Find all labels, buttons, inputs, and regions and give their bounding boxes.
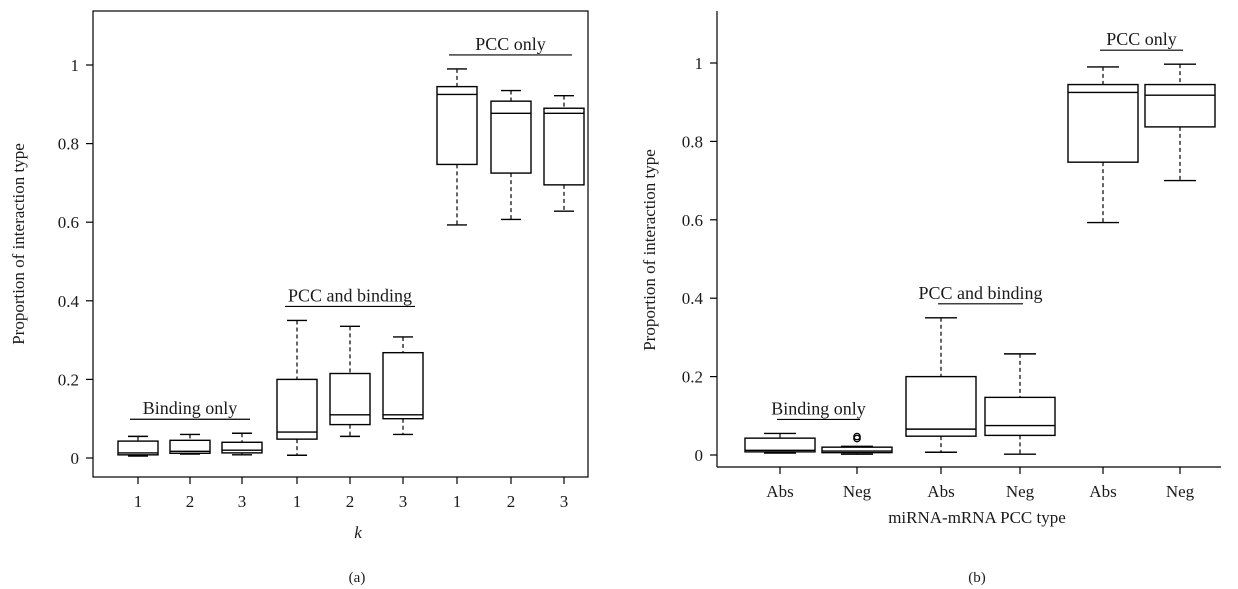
group-label: Binding only <box>143 398 238 418</box>
panel-b-boxes <box>744 63 1216 455</box>
panel-a-group-1: Binding only <box>130 398 250 420</box>
interquartile-box <box>821 446 893 454</box>
panel-b-y-axis: 0 0.2 0.4 0.6 0.8 1 <box>682 54 717 465</box>
panel-b-y-tick-label: 1 <box>695 54 704 73</box>
panel-a-x-tick-label: 2 <box>346 492 355 511</box>
panel-a-box-9 <box>543 94 585 212</box>
panel-b-x-axis: Abs Neg Abs Neg Abs Neg <box>766 467 1195 501</box>
panel-b-y-tick-label: 0.4 <box>682 289 704 308</box>
panel-a-y-axis: 0 0.2 0.4 0.6 0.8 1 <box>58 56 93 468</box>
interquartile-box <box>221 441 263 454</box>
panel-b-box-6 <box>1144 63 1216 182</box>
panel-b-label: (b) <box>968 570 986 586</box>
panel-a-label: (a) <box>349 570 366 586</box>
interquartile-box <box>984 396 1056 437</box>
panel-a-y-tick-label: 0.4 <box>58 292 80 311</box>
panel-b-group-labels: Binding only PCC and binding PCC only <box>771 29 1183 421</box>
group-label: PCC only <box>475 34 546 54</box>
panel-a-x-tick-label: 1 <box>134 492 143 511</box>
panel-b-x-tick-label: Neg <box>1006 482 1035 501</box>
panel-a-box-2 <box>169 433 211 455</box>
interquartile-box <box>490 100 532 174</box>
interquartile-box <box>905 375 977 437</box>
panel-b-axes <box>716 11 1221 468</box>
panel-a-y-tick-label: 0 <box>71 449 80 468</box>
panel-a-x-tick-label: 1 <box>453 492 462 511</box>
panel-a-boxes <box>117 68 585 457</box>
panel-a-y-tick-label: 1 <box>71 56 80 75</box>
panel-b-box-1 <box>744 432 816 454</box>
panel-b-box-2 <box>821 432 893 455</box>
group-label: Binding only <box>771 398 866 418</box>
group-label: PCC and binding <box>288 285 412 305</box>
interquartile-box <box>436 85 478 166</box>
interquartile-box <box>1144 83 1216 128</box>
panel-b-x-tick-label: Abs <box>766 482 793 501</box>
interquartile-box <box>744 437 816 453</box>
interquartile-box <box>543 107 585 186</box>
panel-b-y-tick-label: 0.2 <box>682 368 703 387</box>
panel-b-group-2: PCC and binding <box>918 283 1043 305</box>
panel-b-group-1: Binding only <box>771 398 866 421</box>
panel-b-boxplot: 0 0.2 0.4 0.6 0.8 1 Abs Neg Abs Neg Abs Neg Bindin… <box>640 11 1221 586</box>
panel-b-y-tick-label: 0.8 <box>682 132 703 151</box>
panel-b-x-axis-title: miRNA-mRNA PCC type <box>888 508 1066 527</box>
interquartile-box <box>329 372 371 426</box>
panel-a-box-7 <box>436 68 478 226</box>
panel-a-group-2: PCC and binding <box>285 285 415 308</box>
panel-a-x-tick-label: 3 <box>560 492 569 511</box>
panel-a-x-tick-label: 3 <box>399 492 408 511</box>
interquartile-box <box>276 378 318 440</box>
panel-a-boxplot: 0 0.2 0.4 0.6 0.8 1 1 2 3 1 2 3 1 2 3 Binding only PCC… <box>9 10 589 586</box>
panel-b-x-tick-label: Neg <box>843 482 872 501</box>
interquartile-box <box>1067 83 1139 163</box>
panel-a-x-axis: 1 2 3 1 2 3 1 2 3 <box>134 477 569 511</box>
panel-a-group-3: PCC only <box>449 34 572 56</box>
panel-a-y-tick-label: 0.6 <box>58 213 79 232</box>
interquartile-box <box>382 351 424 420</box>
panel-a-y-tick-label: 0.2 <box>58 370 79 389</box>
panel-a-box-4 <box>276 319 318 456</box>
panel-a-x-tick-label: 2 <box>507 492 516 511</box>
panel-a-x-tick-label: 1 <box>293 492 302 511</box>
panel-a-group-labels: Binding only PCC and binding PCC only <box>130 34 572 420</box>
panel-a-box-6 <box>382 336 424 436</box>
panel-a-x-axis-title: k <box>354 523 362 542</box>
panel-b-x-tick-label: Abs <box>1089 482 1116 501</box>
panel-a-x-tick-label: 2 <box>186 492 195 511</box>
panel-a-box-8 <box>490 89 532 221</box>
panel-b-y-tick-label: 0 <box>695 446 704 465</box>
panel-a-box-3 <box>221 432 263 456</box>
group-label: PCC only <box>1106 29 1177 49</box>
panel-a-box-1 <box>117 435 159 457</box>
panel-b-y-tick-label: 0.6 <box>682 211 703 230</box>
panel-a-x-tick-label: 3 <box>238 492 247 511</box>
group-label: PCC and binding <box>918 283 1042 303</box>
panel-b-box-5 <box>1067 66 1139 224</box>
panel-a-plot-frame <box>92 10 589 478</box>
panel-b-box-3 <box>905 317 977 453</box>
interquartile-box <box>169 439 211 454</box>
panel-b-y-axis-title: Proportion of interaction type <box>640 149 659 351</box>
panel-b-group-3: PCC only <box>1100 29 1183 51</box>
panel-a-y-axis-title: Proportion of interaction type <box>9 143 28 345</box>
outlier-point <box>853 432 861 441</box>
panel-b-x-tick-label: Abs <box>927 482 954 501</box>
panel-a-y-tick-label: 0.8 <box>58 135 79 154</box>
panel-a-box-5 <box>329 325 371 438</box>
panel-b-x-tick-label: Neg <box>1166 482 1195 501</box>
interquartile-box <box>117 440 159 456</box>
panel-b-box-4 <box>984 353 1056 455</box>
